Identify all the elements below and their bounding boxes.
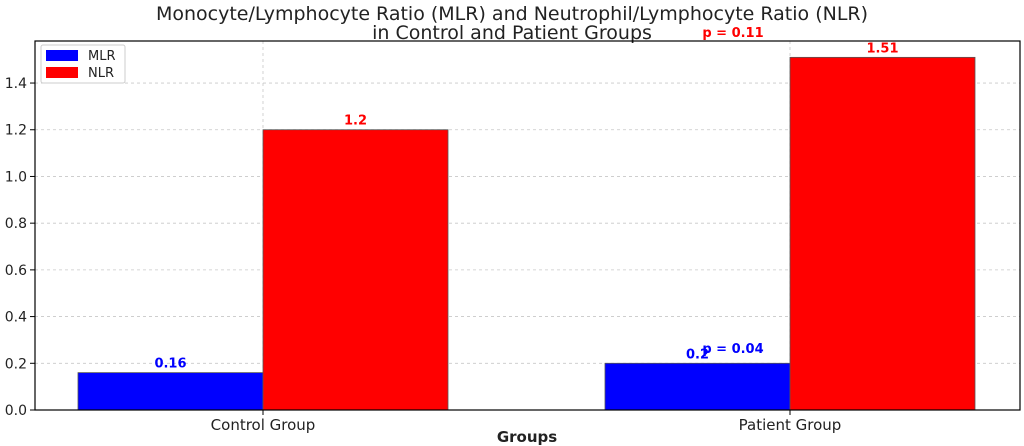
x-tick-label: Patient Group (739, 416, 842, 434)
x-axis-label: Groups (497, 428, 557, 446)
bar-nlr-2 (789, 56, 976, 411)
bar-nlr-1 (262, 129, 449, 411)
legend-label-nlr: NLR (88, 66, 114, 81)
y-tick-label: 0.2 (5, 356, 27, 372)
bar-mlr-2 (604, 362, 791, 411)
p-value-annotation-nlr: p = 0.11 (702, 26, 763, 41)
y-axis: 0.0 0.2 0.4 0.6 0.8 1.0 1.2 1.4 (5, 76, 35, 419)
y-tick-label: 1.4 (5, 76, 27, 92)
data-label-mlr-2: 0.2 (686, 347, 709, 362)
legend-label-mlr: MLR (88, 49, 116, 64)
x-axis: Control Group Patient Group (211, 410, 842, 434)
chart-title-line2: in Control and Patient Groups (372, 22, 652, 44)
data-label-nlr-2: 1.51 (866, 41, 898, 56)
y-tick-label: 0.4 (5, 310, 27, 326)
x-tick-label: Control Group (211, 416, 316, 434)
data-labels: 0.16 0.2 1.2 1.51 p = 0.04 p = 0.11 (154, 26, 898, 372)
data-label-mlr-1: 0.16 (154, 357, 186, 372)
bar-mlr-1 (77, 372, 264, 411)
y-tick-label: 1.2 (5, 123, 27, 139)
y-tick-label: 0.0 (5, 403, 27, 419)
p-value-annotation-mlr: p = 0.04 (702, 342, 763, 357)
legend-swatch-nlr (46, 67, 78, 78)
y-tick-label: 0.8 (5, 216, 27, 232)
chart-title-line1: Monocyte/Lymphocyte Ratio (MLR) and Neut… (156, 3, 868, 25)
legend: MLR NLR (40, 44, 126, 84)
bars (77, 56, 976, 411)
legend-swatch-mlr (46, 50, 78, 61)
y-tick-label: 0.6 (5, 263, 27, 279)
data-label-nlr-1: 1.2 (344, 114, 367, 129)
plot-frame (34, 40, 1021, 411)
y-tick-label: 1.0 (5, 169, 27, 185)
